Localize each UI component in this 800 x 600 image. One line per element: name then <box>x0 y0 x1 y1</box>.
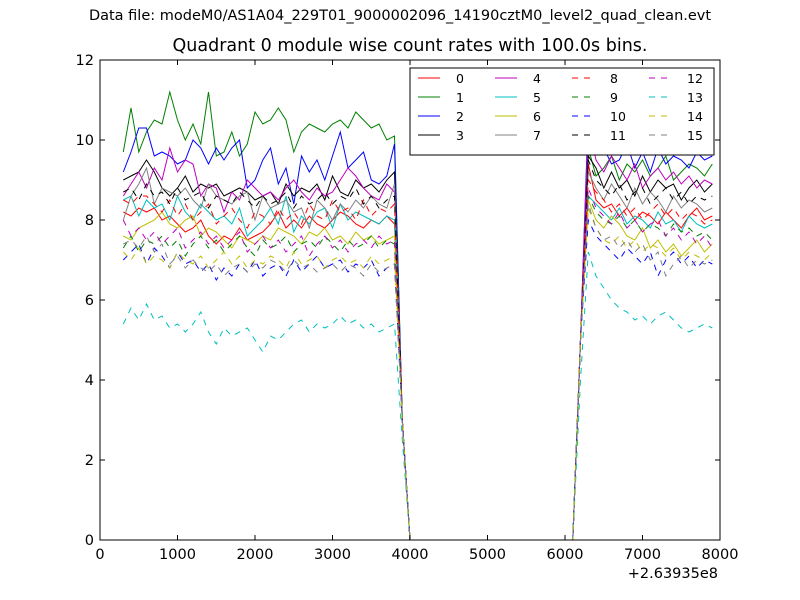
series-line-10 <box>122 218 713 540</box>
legend-label-0: 0 <box>456 71 464 86</box>
legend-label-13: 13 <box>687 90 703 105</box>
legend-label-14: 14 <box>687 109 703 124</box>
x-tick-label: 7000 <box>624 547 661 563</box>
x-tick-label: 8000 <box>702 547 739 563</box>
x-tick-label: 4000 <box>392 547 429 563</box>
series-line-0 <box>123 163 713 540</box>
series-line-1 <box>122 90 713 540</box>
legend-label-8: 8 <box>610 71 618 86</box>
legend-label-1: 1 <box>456 90 464 105</box>
legend-label-15: 15 <box>687 128 703 143</box>
series-line-13 <box>122 251 713 540</box>
figure-suptitle: Data file: modeM0/AS1A04_229T01_90000020… <box>88 8 712 24</box>
x-tick-label: 5000 <box>469 547 506 563</box>
series-line-6 <box>123 199 713 540</box>
legend-box <box>409 67 715 156</box>
y-tick-label: 4 <box>85 373 94 389</box>
y-tick-label: 2 <box>85 453 94 469</box>
legend-label-9: 9 <box>610 90 618 105</box>
y-tick-label: 8 <box>85 213 94 229</box>
series-layer <box>122 90 713 540</box>
x-tick-label: 0 <box>95 547 104 563</box>
series-line-8 <box>123 178 713 540</box>
series-line-2 <box>122 111 713 540</box>
series-line-14 <box>122 207 713 540</box>
x-tick-label: 2000 <box>237 547 274 563</box>
legend-label-10: 10 <box>610 109 626 124</box>
legend-label-7: 7 <box>533 128 541 143</box>
series-line-5 <box>123 194 713 540</box>
x-axis-offset-text: +2.63935e8 <box>628 566 718 582</box>
legend-label-11: 11 <box>610 128 626 143</box>
legend-label-5: 5 <box>533 90 541 105</box>
series-line-11 <box>123 159 713 540</box>
y-tick-label: 12 <box>76 53 94 69</box>
legend-label-4: 4 <box>533 71 541 86</box>
series-line-15 <box>123 203 713 540</box>
chart-title: Quadrant 0 module wise count rates with … <box>172 36 648 56</box>
series-line-7 <box>122 166 713 540</box>
y-tick-label: 6 <box>85 293 94 309</box>
axis-ticks: 0 1000 2000 3000 4000 5000 6000 7000 80000246810… <box>76 53 739 563</box>
x-tick-label: 3000 <box>314 547 351 563</box>
y-tick-label: 10 <box>76 133 94 149</box>
x-tick-label: 1000 <box>159 547 196 563</box>
series-line-9 <box>122 195 713 540</box>
legend-label-2: 2 <box>456 109 464 124</box>
series-line-4 <box>122 123 713 540</box>
legend-label-3: 3 <box>456 128 464 143</box>
legend-label-12: 12 <box>687 71 703 86</box>
x-tick-label: 6000 <box>547 547 584 563</box>
y-tick-label: 0 <box>85 533 94 549</box>
series-line-3 <box>123 154 713 540</box>
legend-label-6: 6 <box>533 109 541 124</box>
